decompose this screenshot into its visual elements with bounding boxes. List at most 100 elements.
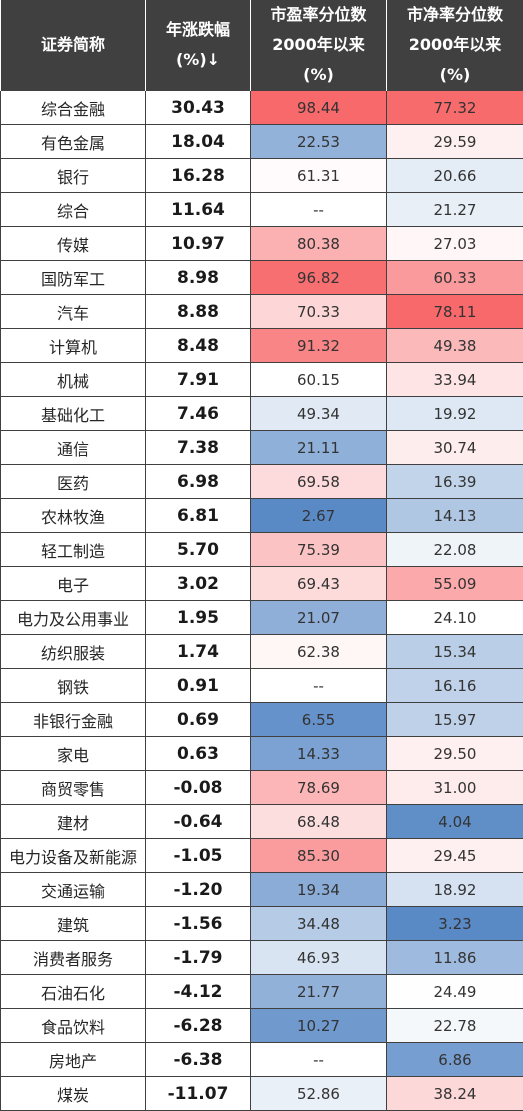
pe-percentile-cell: 80.38 — [251, 227, 387, 261]
header-annual-change[interactable]: 年涨跌幅 (%)↓ — [146, 0, 251, 91]
annual-change-cell: -1.56 — [146, 907, 251, 941]
annual-change-cell: -1.79 — [146, 941, 251, 975]
security-name-cell: 传媒 — [1, 227, 146, 261]
security-name-cell: 综合 — [1, 193, 146, 227]
pb-percentile-cell: 27.03 — [387, 227, 523, 261]
annual-change-cell: 18.04 — [146, 125, 251, 159]
pb-percentile-cell: 3.23 — [387, 907, 523, 941]
annual-change-cell: 3.02 — [146, 567, 251, 601]
annual-change-cell: 1.74 — [146, 635, 251, 669]
security-name-cell: 食品饮料 — [1, 1009, 146, 1043]
pb-percentile-cell: 11.86 — [387, 941, 523, 975]
header-security-name[interactable]: 证券简称 — [1, 0, 146, 91]
pe-percentile-cell: 91.32 — [251, 329, 387, 363]
pe-percentile-cell: 21.07 — [251, 601, 387, 635]
annual-change-cell: 0.63 — [146, 737, 251, 771]
pb-percentile-cell: 33.94 — [387, 363, 523, 397]
pb-percentile-cell: 38.24 — [387, 1077, 523, 1111]
security-name-cell: 钢铁 — [1, 669, 146, 703]
security-name-cell: 综合金融 — [1, 91, 146, 125]
security-name-cell: 消费者服务 — [1, 941, 146, 975]
header-pe-percentile-line-2: 2000年以来 — [251, 30, 386, 60]
annual-change-cell: -1.05 — [146, 839, 251, 873]
security-name-cell: 农林牧渔 — [1, 499, 146, 533]
security-name-cell: 电子 — [1, 567, 146, 601]
annual-change-cell: -1.20 — [146, 873, 251, 907]
header-pb-percentile-line-1: 市净率分位数 — [387, 0, 523, 30]
pb-percentile-cell: 4.04 — [387, 805, 523, 839]
header-pe-percentile[interactable]: 市盈率分位数 2000年以来 (%) — [251, 0, 387, 91]
annual-change-cell: 8.88 — [146, 295, 251, 329]
pe-percentile-cell: 78.69 — [251, 771, 387, 805]
pb-percentile-cell: 16.39 — [387, 465, 523, 499]
header-annual-change-line-1: 年涨跌幅 — [146, 15, 250, 45]
header-pb-percentile[interactable]: 市净率分位数 2000年以来 (%) — [387, 0, 523, 91]
security-name-cell: 汽车 — [1, 295, 146, 329]
header-row: 证券简称 年涨跌幅 (%)↓ 市盈率分位数 2000年以来 (%) 市净率分位数… — [1, 0, 523, 91]
annual-change-cell: 6.98 — [146, 465, 251, 499]
pe-percentile-cell: 21.11 — [251, 431, 387, 465]
pe-percentile-cell: 75.39 — [251, 533, 387, 567]
security-name-cell: 非银行金融 — [1, 703, 146, 737]
pe-percentile-cell: 46.93 — [251, 941, 387, 975]
pe-percentile-cell: 10.27 — [251, 1009, 387, 1043]
pb-percentile-cell: 78.11 — [387, 295, 523, 329]
annual-change-cell: -6.38 — [146, 1043, 251, 1077]
table-row: 房地产-6.38--6.86 — [1, 1043, 523, 1077]
annual-change-cell: 7.46 — [146, 397, 251, 431]
pe-percentile-cell: 70.33 — [251, 295, 387, 329]
security-name-cell: 电力设备及新能源 — [1, 839, 146, 873]
header-pb-percentile-line-3: (%) — [387, 60, 523, 90]
pe-percentile-cell: 62.38 — [251, 635, 387, 669]
pb-percentile-cell: 16.16 — [387, 669, 523, 703]
annual-change-cell: -6.28 — [146, 1009, 251, 1043]
pe-percentile-cell: 98.44 — [251, 91, 387, 125]
pe-percentile-cell: 68.48 — [251, 805, 387, 839]
security-name-cell: 通信 — [1, 431, 146, 465]
annual-change-cell: -11.07 — [146, 1077, 251, 1111]
annual-change-cell: 0.69 — [146, 703, 251, 737]
annual-change-cell: 8.98 — [146, 261, 251, 295]
pe-percentile-cell: 14.33 — [251, 737, 387, 771]
pb-percentile-cell: 15.97 — [387, 703, 523, 737]
security-name-cell: 交通运输 — [1, 873, 146, 907]
pe-percentile-cell: 34.48 — [251, 907, 387, 941]
security-name-cell: 建筑 — [1, 907, 146, 941]
pb-percentile-cell: 77.32 — [387, 91, 523, 125]
annual-change-cell: -0.64 — [146, 805, 251, 839]
annual-change-cell: 11.64 — [146, 193, 251, 227]
security-name-cell: 石油石化 — [1, 975, 146, 1009]
pb-percentile-cell: 31.00 — [387, 771, 523, 805]
pb-percentile-cell: 30.74 — [387, 431, 523, 465]
annual-change-cell: 7.38 — [146, 431, 251, 465]
security-name-cell: 房地产 — [1, 1043, 146, 1077]
security-name-cell: 机械 — [1, 363, 146, 397]
security-name-cell: 建材 — [1, 805, 146, 839]
annual-change-cell: 6.81 — [146, 499, 251, 533]
security-name-cell: 银行 — [1, 159, 146, 193]
annual-change-cell: 10.97 — [146, 227, 251, 261]
pb-percentile-cell: 19.92 — [387, 397, 523, 431]
pb-percentile-cell: 15.34 — [387, 635, 523, 669]
pe-percentile-cell: 60.15 — [251, 363, 387, 397]
pb-percentile-cell: 60.33 — [387, 261, 523, 295]
security-name-cell: 国防军工 — [1, 261, 146, 295]
